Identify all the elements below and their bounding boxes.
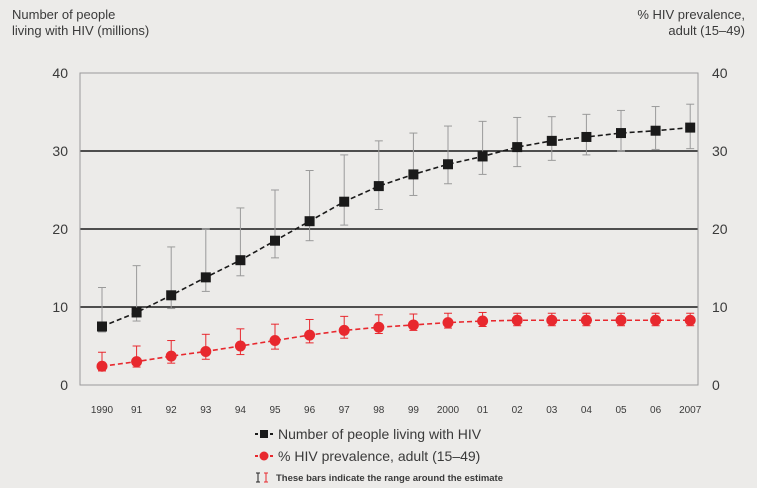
data-point-square [443, 159, 453, 170]
data-point-square [97, 321, 107, 332]
error-bar [513, 116, 522, 168]
series-hiv-prevalence [96, 311, 696, 372]
y-left-tick-label: 20 [52, 221, 68, 237]
y-left-tick-label: 10 [52, 299, 68, 315]
y-axis-left-ticks: 0 10 20 30 40 [52, 65, 68, 393]
data-point-circle [200, 345, 212, 357]
y-left-tick-label: 30 [52, 143, 68, 159]
gridlines [79, 72, 699, 386]
y-right-tick-label: 0 [712, 377, 720, 393]
data-point-square [546, 135, 557, 146]
data-point-circle [165, 350, 177, 362]
x-tick-label: 92 [166, 405, 178, 416]
data-point-circle [477, 315, 489, 327]
data-point-square [373, 181, 384, 192]
data-point-circle [304, 329, 316, 341]
series-line [101, 126, 691, 328]
legend: Number of people living with HIV % HIV p… [255, 426, 503, 484]
x-tick-label: 02 [512, 405, 524, 416]
legend-label-prevalence: % HIV prevalence, adult (15–49) [278, 448, 480, 464]
right-axis-title-line-2: adult (15–49) [668, 23, 745, 38]
data-point-circle [96, 360, 108, 372]
data-point-square [581, 131, 592, 142]
x-tick-label: 91 [131, 405, 143, 416]
left-axis-title-line-2: living with HIV (millions) [12, 23, 149, 38]
data-point-square [304, 216, 315, 227]
legend-label-people: Number of people living with HIV [278, 426, 482, 442]
error-bar [271, 189, 279, 259]
x-tick-label: 01 [477, 405, 489, 416]
x-tick-label: 04 [581, 405, 593, 416]
series-people-living-with-hiv [97, 103, 696, 333]
legend-item-people: Number of people living with HIV [255, 426, 482, 442]
error-bar [409, 132, 418, 196]
data-point-circle [580, 314, 592, 326]
right-axis-title-line-1: % HIV prevalence, [637, 7, 745, 22]
x-tick-label: 2007 [679, 405, 702, 416]
x-tick-label: 03 [546, 405, 558, 416]
y-axis-right-ticks: 0 10 20 30 40 [712, 65, 728, 393]
data-point-square [235, 255, 246, 266]
data-point-circle [407, 319, 419, 331]
x-tick-label: 98 [373, 405, 385, 416]
range-bar-icon [256, 472, 268, 483]
data-point-square [131, 307, 142, 318]
legend-square-marker [260, 430, 268, 438]
plot-frame [79, 72, 699, 386]
data-point-square [270, 235, 280, 246]
x-axis-ticks: 1990 91 92 93 94 95 96 97 98 99 2000 01 02 03 04 05 06 20… [91, 405, 702, 416]
legend-range-note: These bars indicate the range around the… [276, 473, 503, 484]
data-point-circle [269, 335, 281, 347]
x-tick-label: 93 [200, 405, 212, 416]
legend-item-prevalence: % HIV prevalence, adult (15–49) [255, 448, 480, 464]
data-point-square [650, 125, 661, 136]
data-point-square [685, 122, 696, 133]
y-right-tick-label: 20 [712, 221, 728, 237]
data-point-circle [511, 314, 523, 326]
x-tick-label: 94 [235, 405, 247, 416]
error-bar [340, 154, 349, 226]
data-point-circle [650, 314, 662, 326]
data-point-square [512, 142, 523, 153]
y-right-tick-label: 30 [712, 143, 728, 159]
error-bar [444, 125, 452, 185]
data-point-circle [546, 314, 558, 326]
data-point-circle [684, 314, 696, 326]
data-point-circle [442, 317, 454, 329]
error-bar [478, 120, 487, 175]
data-point-circle [338, 324, 350, 336]
y-left-tick-label: 40 [52, 65, 68, 81]
data-point-square [339, 196, 350, 207]
data-point-square [477, 151, 488, 162]
series [96, 103, 696, 372]
x-tick-label: 2000 [437, 405, 460, 416]
x-tick-label: 99 [408, 405, 420, 416]
x-tick-label: 06 [650, 405, 662, 416]
error-bar [236, 207, 245, 277]
legend-circle-marker [259, 451, 269, 461]
error-bar [374, 140, 383, 210]
series-line [101, 319, 691, 368]
x-tick-label: 97 [339, 405, 351, 416]
data-point-circle [234, 340, 246, 352]
left-axis-title-line-1: Number of people [12, 7, 115, 22]
x-tick-label: 05 [615, 405, 627, 416]
x-tick-label: 95 [269, 405, 281, 416]
error-bar [305, 170, 314, 242]
data-point-circle [373, 321, 385, 333]
y-right-tick-label: 40 [712, 65, 728, 81]
data-point-square [408, 169, 419, 180]
data-point-circle [131, 356, 143, 368]
x-tick-label: 96 [304, 405, 316, 416]
data-point-square [166, 290, 177, 301]
data-point-square [200, 272, 211, 283]
y-left-tick-label: 0 [60, 377, 68, 393]
legend-item-range: These bars indicate the range around the… [256, 472, 503, 484]
x-tick-label: 1990 [91, 405, 114, 416]
y-right-tick-label: 10 [712, 299, 728, 315]
data-point-circle [615, 314, 627, 326]
data-point-square [616, 128, 626, 139]
